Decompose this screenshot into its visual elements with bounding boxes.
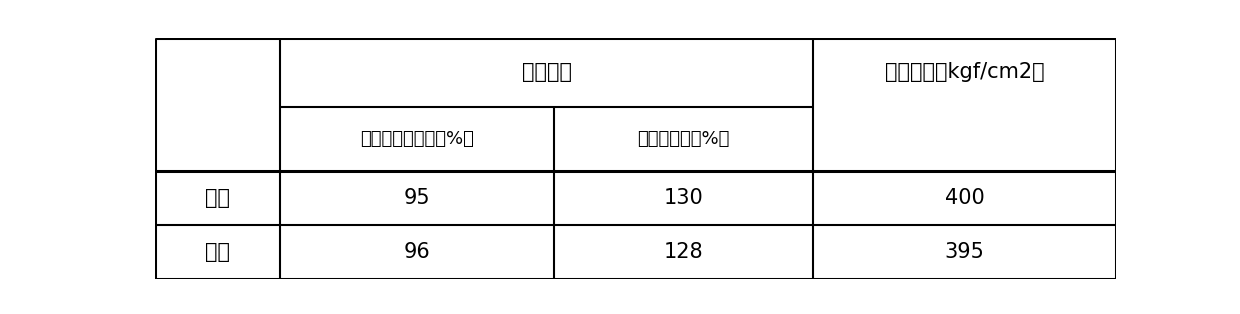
- Text: 95: 95: [403, 188, 430, 208]
- Text: 400: 400: [945, 188, 985, 208]
- Text: 伸长保持率（%）: 伸长保持率（%）: [637, 130, 729, 148]
- Text: 96: 96: [403, 242, 430, 262]
- Text: 128: 128: [663, 242, 703, 262]
- Text: 拉伸强度保持率（%）: 拉伸强度保持率（%）: [360, 130, 474, 148]
- Text: 拉伸强度（kgf/cm2）: 拉伸强度（kgf/cm2）: [885, 62, 1044, 82]
- Text: 例２: 例２: [205, 242, 229, 262]
- Text: 例１: 例１: [205, 188, 229, 208]
- Text: 395: 395: [945, 242, 985, 262]
- Text: 130: 130: [663, 188, 703, 208]
- Text: 耗热性能: 耗热性能: [522, 62, 572, 82]
